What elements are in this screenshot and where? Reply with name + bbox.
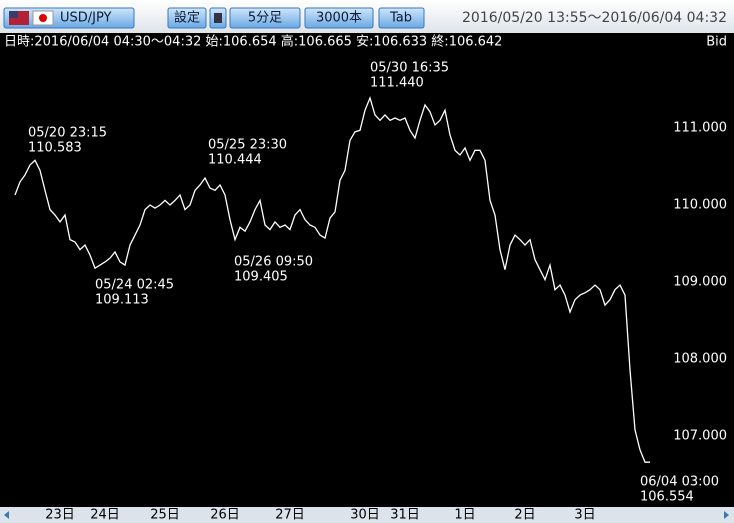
x-tick-label: 25日 xyxy=(150,508,180,523)
settings-button[interactable] xyxy=(167,7,207,29)
y-tick-label: 110.000 xyxy=(673,198,727,213)
tab-button[interactable] xyxy=(378,7,425,29)
annotation-price: 106.554 xyxy=(640,490,694,505)
range: 2016/05/20 13:55～2016/06/04 04:32 xyxy=(462,10,727,26)
y-tick-label: 109.000 xyxy=(673,275,727,290)
price-side: Bid xyxy=(706,35,727,50)
button-label: 3000本 xyxy=(316,11,362,26)
annotation-price: 109.405 xyxy=(234,270,288,285)
period-button[interactable] xyxy=(229,7,301,29)
annotation-time: 05/20 23:15 xyxy=(28,126,107,141)
scroll-right[interactable] xyxy=(724,511,729,519)
annotation-price: 110.444 xyxy=(208,153,262,168)
annotation-time: 06/04 03:00 xyxy=(640,475,719,490)
annotation-time: 05/26 09:50 xyxy=(234,255,313,270)
annotation-time: 05/30 16:35 xyxy=(370,61,449,76)
x-axis-bar xyxy=(0,507,734,523)
annotation-time: 05/24 02:45 xyxy=(95,278,174,293)
button-label: 設定 xyxy=(174,10,200,26)
annotation-price: 111.440 xyxy=(370,76,424,91)
x-tick-label: 2日 xyxy=(514,508,535,523)
y-tick-label: 107.000 xyxy=(673,429,727,444)
button-label: 5分足 xyxy=(248,11,282,26)
x-tick-label: 27日 xyxy=(275,508,305,523)
x-tick-label: 3日 xyxy=(574,508,595,523)
info: 日時:2016/06/04 04:30～04:32 始:106.654 高:10… xyxy=(4,34,502,50)
jp-flag-sun xyxy=(39,14,47,22)
annotation-time: 05/25 23:30 xyxy=(208,138,287,153)
plot-area xyxy=(0,33,734,507)
price-line xyxy=(14,96,650,463)
x-tick-label: 24日 xyxy=(90,508,120,523)
symbol: USD/JPY xyxy=(60,11,112,26)
x-tick-label: 31日 xyxy=(390,508,420,523)
x-tick-label: 23日 xyxy=(45,508,75,523)
x-tick-label: 1日 xyxy=(454,508,475,523)
x-tick-label: 26日 xyxy=(210,508,240,523)
y-tick-label: 108.000 xyxy=(673,352,727,367)
us-flag-canton xyxy=(9,11,18,18)
count-button[interactable] xyxy=(304,7,374,29)
annotation-price: 110.583 xyxy=(28,141,82,156)
scroll-left[interactable] xyxy=(4,511,9,519)
y-tick-label: 111.000 xyxy=(673,121,727,136)
icon xyxy=(214,13,222,23)
button-label: Tab xyxy=(389,11,412,26)
x-tick-label: 30日 xyxy=(350,508,380,523)
annotation-price: 109.113 xyxy=(95,293,149,308)
